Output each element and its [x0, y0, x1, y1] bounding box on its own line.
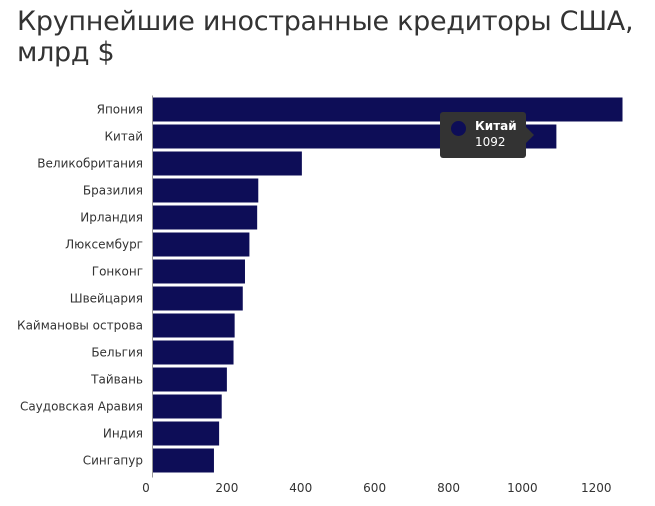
bar[interactable]: [153, 313, 235, 338]
bar[interactable]: [153, 448, 214, 473]
category-label: Тайвань: [90, 373, 143, 387]
tooltip-name: Китай: [475, 119, 517, 133]
bar[interactable]: [153, 421, 220, 446]
bar[interactable]: [153, 97, 623, 122]
category-label: Великобритания: [37, 157, 143, 171]
x-tick-label: 0: [142, 481, 150, 495]
tooltip-series-dot: [451, 121, 466, 136]
x-tick-label: 600: [363, 481, 386, 495]
x-tick-label: 400: [289, 481, 312, 495]
x-tick-label: 1000: [507, 481, 538, 495]
category-label: Индия: [103, 427, 143, 441]
bar[interactable]: [153, 367, 227, 392]
tooltip-value: 1092: [475, 135, 506, 149]
x-tick-label: 200: [215, 481, 238, 495]
bar[interactable]: [153, 205, 258, 230]
x-tick-label: 1200: [581, 481, 612, 495]
category-labels: Япония Китай Великобритания Бразилия Ирланди…: [17, 103, 143, 468]
bar[interactable]: [153, 394, 222, 419]
category-label: Саудовская Аравия: [20, 400, 143, 414]
category-label: Гонконг: [92, 265, 143, 279]
bar[interactable]: [153, 178, 259, 203]
bar[interactable]: [153, 151, 302, 176]
x-tick-label: 800: [437, 481, 460, 495]
category-label: Бельгия: [91, 346, 143, 360]
bar[interactable]: [153, 286, 243, 311]
bar[interactable]: [153, 259, 245, 284]
bar[interactable]: [153, 232, 250, 257]
category-label: Китай: [105, 130, 143, 144]
category-label: Швейцария: [70, 292, 143, 306]
category-label: Ирландия: [80, 211, 143, 225]
bars-group: [153, 97, 623, 473]
category-label: Япония: [97, 103, 143, 117]
category-label: Бразилия: [83, 184, 143, 198]
category-label: Каймановы острова: [17, 319, 143, 333]
category-label: Сингапур: [83, 454, 143, 468]
tooltip: Китай 1092: [440, 112, 534, 158]
x-tick-labels: 0 200 400 600 800 1000 1200: [142, 481, 611, 495]
category-label: Люксембург: [65, 238, 143, 252]
bar[interactable]: [153, 340, 234, 365]
chart-title: Крупнейшие иностранные кредиторы США, мл…: [17, 6, 634, 68]
